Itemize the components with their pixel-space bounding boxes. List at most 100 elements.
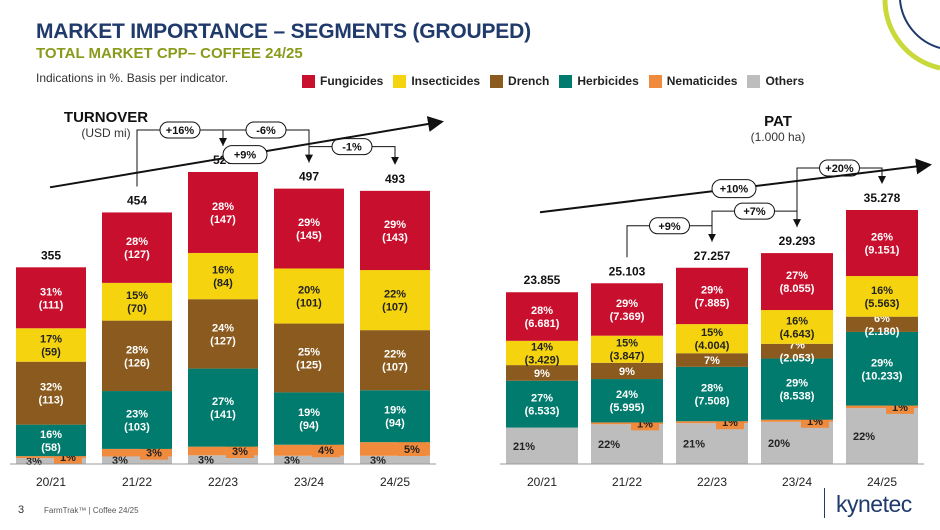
bar-segment-herbicides bbox=[761, 358, 833, 420]
segment-label: 22% (107) bbox=[382, 349, 408, 374]
legend-item-drench: Drench bbox=[490, 74, 549, 88]
segment-label: 7% bbox=[704, 355, 720, 367]
segment-label: 5% bbox=[404, 444, 420, 456]
segment-label: 28% (147) bbox=[210, 201, 236, 226]
legend-label: Drench bbox=[508, 74, 550, 88]
bar-segment-insecticides bbox=[506, 340, 578, 366]
bar-segment-others bbox=[761, 421, 833, 464]
bar-segment-drench bbox=[846, 316, 918, 332]
segment-label: 22% bbox=[598, 439, 620, 451]
x-tick-label: 23/24 bbox=[294, 475, 324, 489]
bar-segment-drench bbox=[761, 343, 833, 359]
chart-unit: (1.000 ha) bbox=[751, 130, 806, 144]
segment-label: 29% (7.369) bbox=[610, 298, 645, 323]
bar-segment-herbicides bbox=[16, 424, 86, 457]
segment-label: 29% (145) bbox=[296, 217, 322, 242]
bar-segment-herbicides bbox=[188, 368, 258, 447]
bar-segment-herbicides bbox=[506, 380, 578, 428]
bar-segment-others bbox=[846, 408, 918, 464]
bar-segment-others bbox=[102, 456, 172, 464]
bar-total-label: 27.257 bbox=[694, 249, 731, 263]
bar-segment-nematicides bbox=[274, 444, 344, 456]
segment-label: 3% bbox=[112, 455, 128, 467]
segment-label: 19% (94) bbox=[298, 407, 320, 432]
segment-label: 15% (70) bbox=[126, 290, 148, 315]
segment-label: 3% bbox=[232, 446, 248, 458]
bar-segment-herbicides bbox=[676, 366, 748, 422]
bar-total-label: 25.103 bbox=[609, 264, 646, 278]
trend-pill bbox=[222, 145, 268, 165]
growth-pill bbox=[734, 202, 775, 220]
segment-label: 21% bbox=[683, 439, 705, 451]
page-number: 3 bbox=[18, 504, 25, 516]
legend-item-herbicides: Herbicides bbox=[559, 74, 639, 88]
bar-segment-others bbox=[274, 455, 344, 464]
segment-label: 3% bbox=[198, 455, 214, 467]
bar-segment-fungicides bbox=[102, 212, 172, 283]
x-tick-label: 21/22 bbox=[612, 475, 642, 489]
segment-label: 32% (113) bbox=[38, 382, 63, 407]
trend-pill bbox=[711, 179, 757, 199]
bar-segment-fungicides bbox=[506, 292, 578, 341]
x-tick-label: 20/21 bbox=[527, 475, 557, 489]
legend-label: Fungicides bbox=[320, 74, 384, 88]
segment-label: 26% (9.151) bbox=[865, 232, 900, 257]
legend-swatch bbox=[490, 74, 504, 88]
bar-segment-herbicides bbox=[274, 392, 344, 445]
segment-label: 27% (6.533) bbox=[525, 393, 560, 418]
segment-label: 14% (3.429) bbox=[525, 341, 560, 366]
growth-pill bbox=[331, 138, 373, 156]
segment-label: 4% bbox=[318, 445, 334, 457]
bar-total-label: 454 bbox=[127, 193, 147, 207]
bar-segment-drench bbox=[360, 330, 430, 391]
x-tick-label: 23/24 bbox=[782, 475, 812, 489]
bar-total-label: 493 bbox=[385, 172, 405, 186]
bar-segment-herbicides bbox=[360, 390, 430, 443]
segment-label-box bbox=[312, 443, 340, 458]
bar-segment-fungicides bbox=[676, 267, 748, 325]
x-tick-label: 21/22 bbox=[122, 475, 152, 489]
segment-label: 9% bbox=[619, 366, 635, 378]
bar-segment-insecticides bbox=[188, 252, 258, 300]
segment-label: 27% (8.055) bbox=[780, 270, 815, 295]
chart-legend: Fungicides Insecticides Drench Herbicide… bbox=[302, 74, 804, 88]
bar-total-label: 29.293 bbox=[779, 234, 816, 248]
segment-label: 3% bbox=[370, 455, 386, 467]
bar-segment-fungicides bbox=[761, 253, 833, 311]
segment-label: 16% (58) bbox=[40, 429, 62, 454]
segment-label: 28% (6.681) bbox=[525, 305, 560, 330]
bar-segment-nematicides bbox=[846, 405, 918, 409]
bar-segment-drench bbox=[102, 320, 172, 392]
bar-segment-drench bbox=[188, 299, 258, 369]
bar-total-label: 497 bbox=[299, 170, 319, 184]
bar-segment-insecticides bbox=[591, 335, 663, 363]
segment-label: 16% (84) bbox=[212, 265, 234, 290]
x-tick-label: 24/25 bbox=[867, 475, 897, 489]
bar-segment-others bbox=[360, 455, 430, 464]
segment-label: 3% bbox=[26, 456, 42, 468]
legend-label: Others bbox=[765, 74, 805, 88]
segment-label: 28% (126) bbox=[124, 344, 150, 369]
growth-label: -6% bbox=[256, 125, 276, 137]
segment-label: 27% (141) bbox=[210, 396, 236, 421]
bar-segment-drench bbox=[591, 362, 663, 380]
bar-segment-nematicides bbox=[188, 446, 258, 456]
segment-label: 22% (107) bbox=[382, 289, 408, 314]
x-tick-label: 22/23 bbox=[697, 475, 727, 489]
bar-segment-herbicides bbox=[846, 331, 918, 406]
legend-label: Nematicides bbox=[666, 74, 738, 88]
legend-swatch bbox=[747, 74, 761, 88]
segment-label: 3% bbox=[146, 448, 162, 460]
legend-item-nematicides: Nematicides bbox=[648, 74, 738, 88]
bar-segment-fungicides bbox=[360, 190, 430, 271]
segment-label: 29% (143) bbox=[382, 219, 408, 244]
segment-label-box bbox=[398, 441, 426, 456]
bar-segment-nematicides bbox=[676, 421, 748, 424]
x-tick-label: 24/25 bbox=[380, 475, 410, 489]
segment-label: 28% (7.508) bbox=[695, 383, 730, 408]
growth-pill bbox=[649, 217, 690, 235]
x-tick-label: 20/21 bbox=[36, 475, 66, 489]
segment-label: 9% bbox=[534, 368, 550, 380]
segment-label: 15% (4.004) bbox=[695, 327, 730, 352]
